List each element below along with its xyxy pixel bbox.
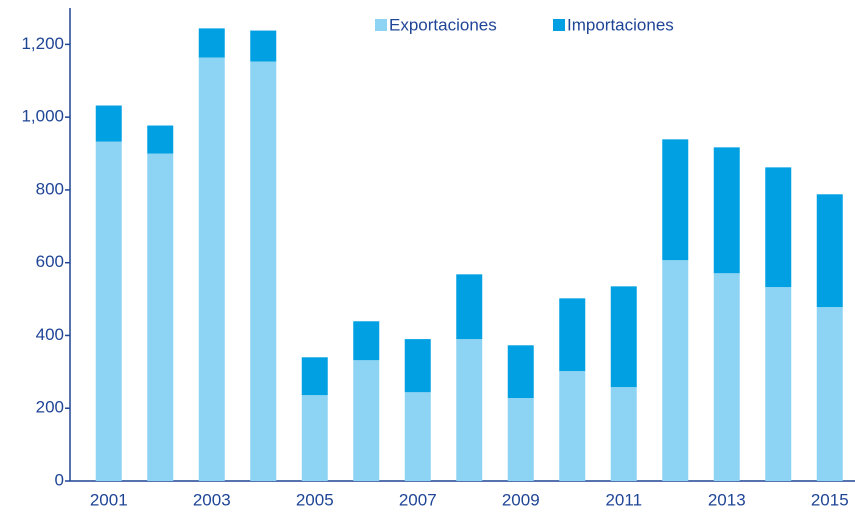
y-tick-label: 1,200 — [21, 34, 64, 53]
bar-segment — [147, 125, 174, 154]
bar-segment — [353, 360, 380, 481]
bar-segment — [147, 153, 174, 482]
bar-segment — [507, 398, 534, 481]
bar-segment — [301, 395, 328, 481]
x-tick-label: 2013 — [708, 490, 746, 509]
bar-segment — [95, 105, 122, 142]
legend-label: Exportaciones — [389, 15, 497, 34]
bar-segment — [95, 141, 122, 481]
bar-segment — [713, 273, 740, 481]
bar-segment — [250, 61, 277, 482]
y-tick-label: 0 — [55, 470, 64, 489]
bar-segment — [559, 371, 586, 481]
bar-segment — [610, 387, 637, 481]
y-tick-label: 400 — [36, 325, 64, 344]
x-tick-label: 2007 — [399, 490, 437, 509]
bar-segment — [765, 287, 792, 481]
y-tick-label: 1,000 — [21, 107, 64, 126]
legend-swatch — [375, 19, 387, 31]
bar-segment — [301, 357, 328, 396]
bar-segment — [353, 321, 380, 361]
y-tick-label: 800 — [36, 179, 64, 198]
bar-segment — [713, 147, 740, 274]
bar-segment — [816, 307, 843, 481]
bar-segment — [404, 392, 431, 481]
bar-segment — [662, 139, 689, 261]
x-tick-label: 2003 — [193, 490, 231, 509]
bar-segment — [456, 274, 483, 340]
bar-segment — [662, 260, 689, 481]
x-tick-label: 2015 — [811, 490, 849, 509]
bar-segment — [198, 57, 225, 481]
x-tick-label: 2011 — [605, 490, 642, 509]
bar-segment — [816, 194, 843, 308]
bar-segment — [456, 339, 483, 481]
y-tick-label: 600 — [36, 252, 64, 271]
bar-segment — [404, 339, 431, 393]
bar-segment — [198, 28, 225, 58]
bar-segment — [250, 30, 277, 62]
bar-segment — [610, 286, 637, 388]
bar-segment — [559, 298, 586, 372]
bar-segment — [765, 167, 792, 288]
x-tick-label: 2009 — [502, 490, 540, 509]
x-tick-label: 2001 — [90, 490, 128, 509]
legend-label: Importaciones — [567, 15, 674, 34]
x-tick-label: 2005 — [296, 490, 334, 509]
bar-segment — [507, 345, 534, 399]
y-tick-label: 200 — [36, 398, 64, 417]
legend-swatch — [553, 19, 565, 31]
